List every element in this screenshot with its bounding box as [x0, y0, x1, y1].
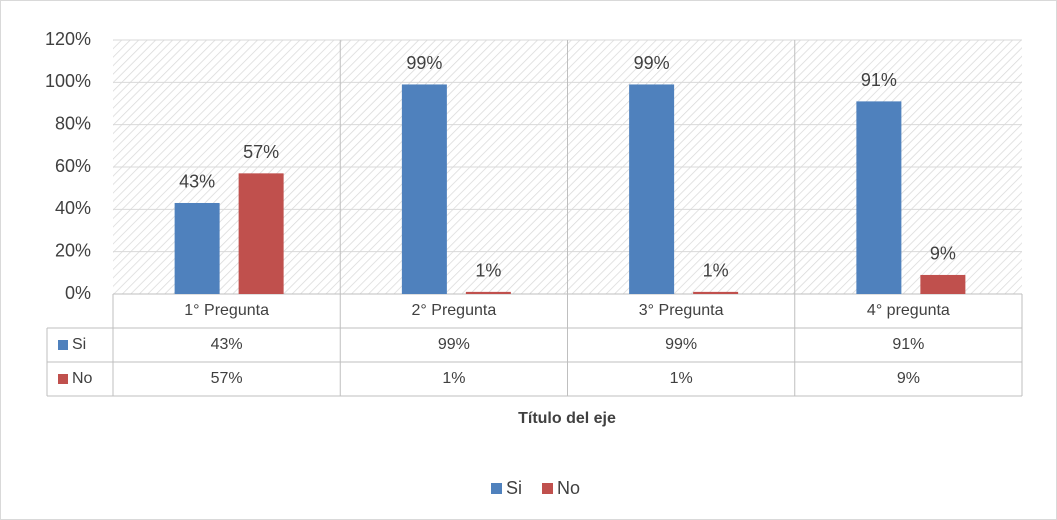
x-tick-label: 4° pregunta	[867, 302, 950, 319]
y-tick-label: 20%	[55, 240, 91, 260]
y-tick-label: 0%	[65, 283, 91, 303]
data-label: 1%	[703, 261, 729, 281]
table-cell: 43%	[211, 336, 243, 353]
table-cell: 99%	[665, 336, 697, 353]
table-cell: 91%	[892, 336, 924, 353]
table-series-name: No	[72, 370, 93, 387]
table-cell: 1%	[442, 370, 465, 387]
bar	[629, 84, 675, 294]
bar	[238, 173, 284, 294]
data-label: 99%	[406, 53, 442, 73]
table-cell: 57%	[211, 370, 243, 387]
x-tick-label: 3° Pregunta	[639, 302, 724, 319]
data-label: 91%	[861, 70, 897, 90]
x-axis-title: Título del eje	[518, 410, 616, 427]
y-tick-label: 60%	[55, 156, 91, 176]
y-tick-label: 100%	[45, 71, 91, 91]
data-label: 57%	[243, 142, 279, 162]
data-label: 9%	[930, 244, 956, 264]
legend-key	[491, 483, 502, 494]
legend-label: Si	[506, 478, 522, 498]
data-label: 1%	[475, 261, 501, 281]
table-legend-key	[58, 340, 68, 350]
table-legend-key	[58, 374, 68, 384]
table-cell: 99%	[438, 336, 470, 353]
bar	[856, 101, 902, 294]
bar	[401, 84, 447, 294]
data-label: 99%	[634, 53, 670, 73]
data-label: 43%	[179, 172, 215, 192]
table-cell: 9%	[897, 370, 920, 387]
bar	[465, 291, 511, 294]
bar	[920, 274, 966, 294]
y-tick-label: 120%	[45, 29, 91, 49]
legend-label: No	[557, 478, 580, 498]
legend-key	[542, 483, 553, 494]
table-cell: 1%	[670, 370, 693, 387]
bar	[174, 202, 220, 294]
x-tick-label: 2° Pregunta	[412, 302, 497, 319]
y-tick-label: 40%	[55, 198, 91, 218]
y-tick-label: 80%	[55, 113, 91, 133]
x-tick-label: 1° Pregunta	[184, 302, 269, 319]
table-series-name: Si	[72, 336, 86, 353]
bar	[693, 291, 739, 294]
